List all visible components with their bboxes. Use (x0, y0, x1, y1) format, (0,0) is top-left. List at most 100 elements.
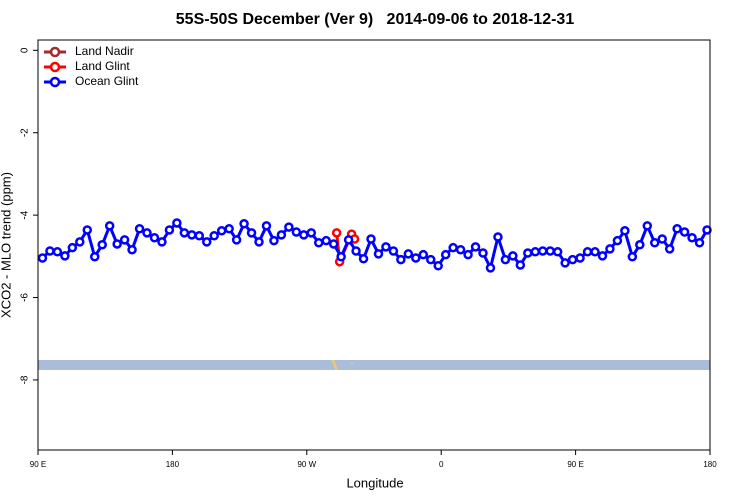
legend-marker (49, 46, 61, 58)
data-point (358, 254, 369, 264)
data-point (515, 260, 526, 270)
legend-marker (49, 61, 61, 73)
data-point (67, 242, 78, 253)
plot-frame (37, 39, 711, 451)
data-point (209, 230, 219, 241)
legend-label: Ocean Glint (75, 74, 139, 88)
data-point (351, 246, 361, 256)
data-point (664, 244, 675, 254)
land-patch (331, 360, 354, 370)
data-point (127, 244, 137, 255)
data-point (448, 242, 458, 253)
data-point (582, 247, 593, 257)
data-point (597, 251, 608, 261)
data-point (261, 221, 272, 231)
x-tick-label: 90 E (567, 460, 583, 469)
data-point (672, 223, 682, 234)
data-point (119, 235, 130, 245)
data-point (336, 251, 346, 262)
y-tick-label: -4 (20, 210, 31, 219)
data-point (425, 254, 436, 265)
data-point (575, 253, 585, 263)
data-point (157, 237, 167, 247)
legend-marker (49, 76, 61, 88)
data-point (396, 254, 406, 265)
data-point (649, 237, 660, 248)
data-point (306, 228, 317, 238)
data-point (493, 232, 503, 242)
data-point (463, 249, 473, 260)
data-point (60, 251, 70, 261)
chart-title: 55S-50S December (Ver 9) 2014-09-06 to 2… (176, 11, 575, 28)
data-point (142, 228, 152, 238)
data-point (545, 246, 555, 256)
data-point (620, 226, 630, 236)
data-point (411, 253, 421, 263)
data-point (164, 225, 175, 235)
data-point (657, 234, 667, 244)
data-point (478, 248, 488, 258)
data-point (381, 242, 391, 252)
data-point (331, 228, 342, 238)
data-point (89, 251, 100, 262)
data-point (254, 237, 264, 247)
data-point (134, 223, 145, 234)
data-point (530, 247, 541, 257)
data-point (172, 218, 182, 228)
data-point (702, 225, 712, 235)
data-point (433, 261, 443, 271)
x-tick-label: 90 E (30, 460, 46, 469)
data-point (149, 233, 160, 243)
data-point (194, 230, 205, 241)
data-point (104, 221, 115, 231)
data-point (239, 219, 249, 229)
data-point (112, 239, 122, 249)
data-point (537, 246, 548, 256)
data-point (201, 237, 212, 247)
legend-label: Land Nadir (75, 44, 134, 58)
data-point (403, 249, 414, 259)
data-point (552, 247, 563, 257)
data-point (418, 249, 429, 260)
x-tick-label: 0 (439, 460, 444, 469)
data-point (627, 251, 638, 262)
data-point (231, 235, 242, 245)
plot-area (37, 218, 712, 273)
data-point (343, 235, 354, 245)
data-point (276, 230, 287, 240)
data-point (216, 226, 227, 236)
y-axis-label: XCO2 - MLO trend (ppm) (0, 172, 13, 318)
data-point (313, 237, 324, 248)
data-point (388, 246, 399, 256)
data-point (284, 222, 294, 232)
data-point (567, 254, 578, 265)
data-point (508, 251, 518, 261)
data-point (82, 225, 93, 235)
legend-label: Land Glint (75, 59, 130, 73)
y-tick-label: -6 (20, 293, 31, 302)
data-point (269, 235, 279, 246)
y-tick-label: -8 (20, 375, 31, 384)
data-point (679, 227, 690, 237)
data-point (179, 228, 190, 238)
data-point (75, 237, 85, 247)
data-point (440, 249, 451, 260)
x-tick-label: 180 (166, 460, 180, 469)
data-point (523, 248, 533, 258)
data-point (687, 233, 697, 243)
data-point (321, 235, 331, 246)
x-tick-label: 90 W (297, 460, 316, 469)
data-point (500, 254, 511, 265)
data-point (612, 235, 623, 246)
y-tick-label: -2 (20, 128, 31, 137)
data-point (560, 258, 570, 268)
data-point (694, 237, 705, 248)
data-point (366, 234, 376, 244)
x-tick-label: 180 (703, 460, 717, 469)
x-axis-label: Longitude (346, 475, 403, 490)
data-point (470, 242, 481, 252)
data-point (52, 247, 63, 257)
data-point (45, 246, 55, 256)
data-point (328, 239, 339, 249)
